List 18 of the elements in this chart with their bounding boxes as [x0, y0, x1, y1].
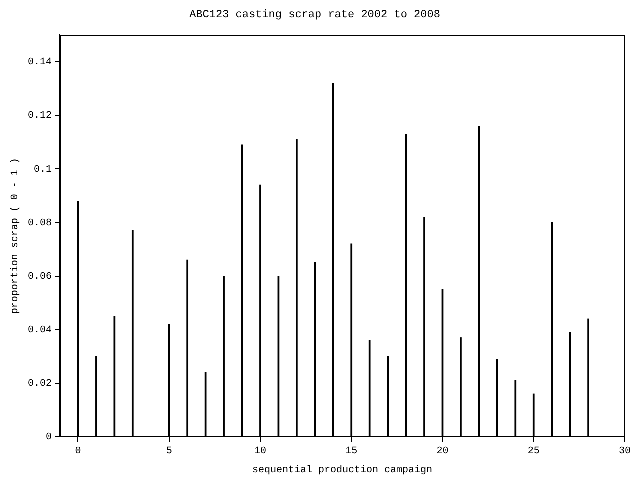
- x-tick-label: 10: [254, 446, 266, 458]
- y-tick-label: 0.04: [28, 325, 52, 336]
- y-axis-title: proportion scrap ( 0 - 1 ): [10, 158, 22, 314]
- y-tick-label: 0.02: [28, 379, 52, 390]
- x-tick-label: 15: [346, 446, 358, 458]
- x-axis-title: sequential production campaign: [252, 464, 433, 477]
- x-tick-label: 30: [618, 446, 632, 458]
- y-tick-label: 0.08: [28, 218, 52, 230]
- y-tick-label: 0.12: [28, 111, 52, 122]
- y-tick-label: 0: [46, 432, 52, 444]
- y-tick-label: 0.1: [34, 164, 52, 176]
- x-tick-label: 5: [166, 446, 172, 458]
- x-tick-label: 20: [436, 446, 449, 458]
- y-tick-label: 0.06: [28, 272, 52, 283]
- x-tick-label: 25: [528, 446, 540, 458]
- x-tick-label: 0: [75, 446, 82, 458]
- chart-title: ABC123 casting scrap rate 2002 to 2008: [190, 10, 440, 22]
- y-tick-label: 0.14: [28, 58, 52, 69]
